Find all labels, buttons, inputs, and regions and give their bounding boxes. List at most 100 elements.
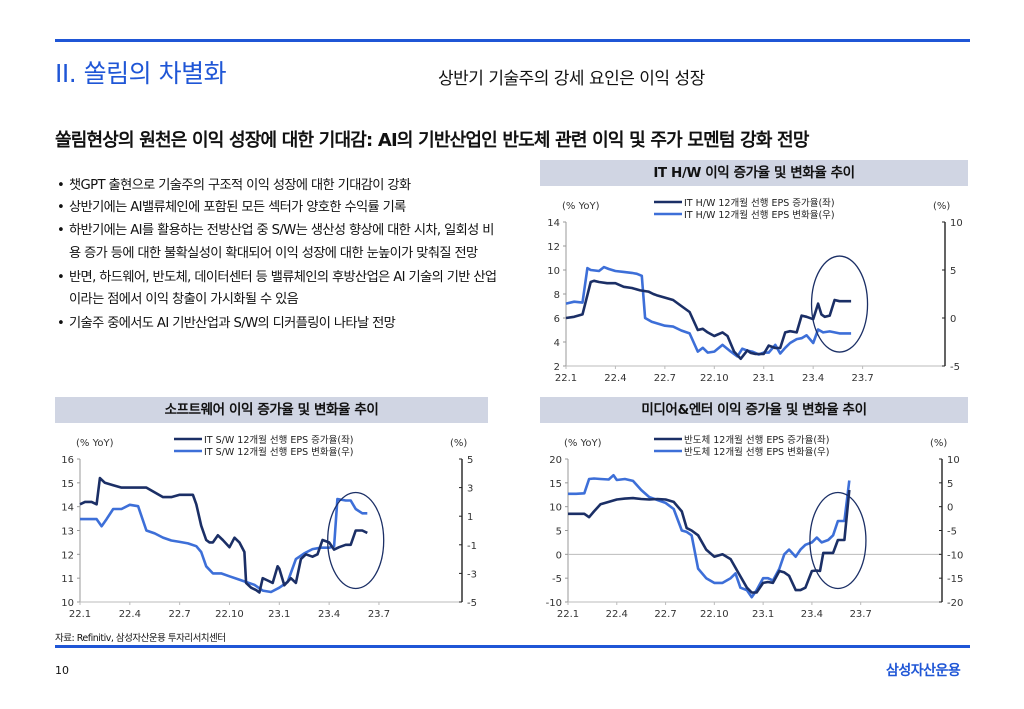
- x-tick-label: 22.7: [169, 609, 191, 620]
- legend-label: 반도체 12개월 선행 EPS 증가율(좌): [684, 434, 829, 446]
- series-line: [568, 489, 851, 594]
- section-title: II. 쏠림의 차별화: [55, 59, 227, 88]
- left-tick-label: 10: [549, 503, 562, 514]
- left-tick-label: 14: [61, 503, 74, 514]
- left-tick-label: 15: [61, 479, 74, 490]
- right-tick-label: -5: [947, 527, 957, 538]
- series-line: [565, 265, 852, 358]
- x-tick-label: 23.4: [801, 609, 823, 620]
- left-tick-label: 10: [547, 266, 560, 277]
- x-tick-label: 23.4: [318, 609, 340, 620]
- x-tick-label: 23.4: [802, 373, 824, 384]
- left-tick-label: -10: [546, 598, 562, 609]
- legend-label: 반도체 12개월 선행 EPS 변화율(우): [684, 446, 829, 458]
- x-tick-label: 23.1: [268, 609, 290, 620]
- right-tick-label: 10: [950, 218, 963, 229]
- bottom-divider: [55, 645, 970, 648]
- left-tick-label: 13: [61, 527, 74, 538]
- series-line: [80, 497, 368, 594]
- chart-panel-semi: 미디어&엔터 이익 증가율 및 변화율 추이: [540, 397, 968, 423]
- x-tick-label: 22.4: [119, 609, 141, 620]
- x-tick-label: 22.1: [557, 609, 579, 620]
- right-tick-label: 10: [947, 455, 960, 466]
- right-axis-unit: (%): [450, 438, 467, 449]
- legend-label: IT H/W 12개월 선행 EPS 변화율(우): [684, 209, 835, 221]
- bullet-item: 기술주 중에서도 AI 기반산업과 S/W의 디커플링이 나타날 전망: [57, 313, 497, 335]
- right-tick-label: -3: [467, 569, 477, 580]
- left-tick-label: 14: [547, 218, 560, 229]
- chart-hw: (% YoY) (%) 2 4 6 8 10 12 14 -5 0 5 10 22.1 22.4 22.7 22…: [547, 197, 963, 384]
- x-tick-label: 22.4: [604, 373, 626, 384]
- series-line: [568, 473, 851, 599]
- x-tick-label: 22.10: [215, 609, 244, 620]
- bullet-item: 챗GPT 출현으로 기술주의 구조적 이익 성장에 대한 기대감이 강화: [57, 175, 497, 197]
- chart-title: 소프트웨어 이익 증가율 및 변화율 추이: [55, 397, 488, 423]
- x-tick-label: 22.10: [700, 373, 729, 384]
- left-axis-unit: (% YoY): [564, 438, 602, 449]
- right-tick-label: 3: [467, 484, 473, 495]
- right-tick-label: -20: [947, 598, 963, 609]
- chart-title: IT H/W 이익 증가율 및 변화율 추이: [540, 160, 968, 186]
- highlight-ellipse: [327, 491, 385, 590]
- series-line: [565, 279, 852, 361]
- x-tick-label: 23.7: [851, 373, 873, 384]
- page-subtitle: 상반기 기술주의 강세 요인은 이익 성장: [438, 69, 705, 89]
- right-axis-unit: (%): [933, 201, 950, 212]
- left-tick-label: 6: [554, 314, 560, 325]
- right-tick-label: -10: [947, 550, 963, 561]
- x-tick-label: 22.7: [654, 373, 676, 384]
- x-tick-label: 23.1: [753, 373, 775, 384]
- bullet-item: 하반기에는 AI를 활용하는 전방산업 중 S/W는 생산성 향상에 대한 시차…: [57, 220, 497, 264]
- left-tick-label: 12: [547, 242, 560, 253]
- left-tick-label: 8: [554, 290, 560, 301]
- brand-logo: 삼성자산운용: [886, 663, 961, 679]
- right-tick-label: 5: [467, 455, 473, 466]
- right-tick-label: -5: [950, 362, 960, 373]
- right-tick-label: 0: [947, 503, 953, 514]
- left-axis-unit: (% YoY): [76, 438, 114, 449]
- bullet-item: 반면, 하드웨어, 반도체, 데이터센터 등 밸류체인의 후방산업은 AI 기술…: [57, 267, 497, 311]
- left-tick-label: 11: [61, 574, 74, 585]
- page-number: 10: [55, 664, 69, 677]
- x-tick-label: 22.4: [606, 609, 628, 620]
- left-tick-label: -5: [552, 574, 562, 585]
- right-tick-label: 5: [947, 479, 953, 490]
- headline: 쏠림현상의 원천은 이익 성장에 대한 기대감: AI의 기반산업인 반도체 관…: [55, 130, 809, 151]
- series-line: [79, 476, 368, 594]
- top-divider: [55, 39, 970, 42]
- x-tick-label: 22.10: [700, 609, 729, 620]
- left-tick-label: 10: [61, 598, 74, 609]
- left-tick-label: 2: [554, 362, 560, 373]
- right-axis-unit: (%): [930, 438, 947, 449]
- legend-label: IT H/W 12개월 선행 EPS 증가율(좌): [684, 197, 835, 209]
- highlight-ellipse: [809, 491, 867, 590]
- left-tick-label: 5: [556, 527, 562, 538]
- left-tick-label: 12: [61, 550, 74, 561]
- x-tick-label: 22.7: [654, 609, 676, 620]
- x-tick-label: 23.7: [368, 609, 390, 620]
- left-axis-unit: (% YoY): [562, 201, 600, 212]
- right-tick-label: 5: [950, 266, 956, 277]
- right-tick-label: 0: [950, 314, 956, 325]
- x-tick-label: 22.1: [69, 609, 91, 620]
- chart-panel-sw: 소프트웨어 이익 증가율 및 변화율 추이: [55, 397, 488, 423]
- highlight-ellipse: [810, 255, 869, 353]
- left-tick-label: 4: [554, 338, 560, 349]
- bullet-list: 챗GPT 출현으로 기술주의 구조적 이익 성장에 대한 기대감이 강화 상반기…: [57, 175, 497, 336]
- legend-label: IT S/W 12개월 선행 EPS 증가율(좌): [204, 434, 354, 446]
- chart-panel-hw: IT H/W 이익 증가율 및 변화율 추이: [540, 160, 968, 186]
- chart-semi: (% YoY) (%) -10 -5 0 5 10 15 20 -20 -15 -10 -5 0 5 10 22…: [546, 434, 964, 620]
- x-tick-label: 23.7: [850, 609, 872, 620]
- legend-label: IT S/W 12개월 선행 EPS 변화율(우): [204, 446, 354, 458]
- left-tick-label: 16: [61, 455, 74, 466]
- right-tick-label: -5: [467, 598, 477, 609]
- right-tick-label: -1: [467, 541, 477, 552]
- left-tick-label: 0: [556, 550, 562, 561]
- bullet-item: 상반기에는 AI밸류체인에 포함된 모든 섹터가 양호한 수익률 기록: [57, 197, 497, 219]
- source-note: 자료: Refinitiv, 삼성자산운용 투자리서치센터: [55, 633, 226, 644]
- left-tick-label: 15: [549, 479, 562, 490]
- right-tick-label: -15: [947, 574, 963, 585]
- left-tick-label: 20: [549, 455, 562, 466]
- right-tick-label: 1: [467, 512, 473, 523]
